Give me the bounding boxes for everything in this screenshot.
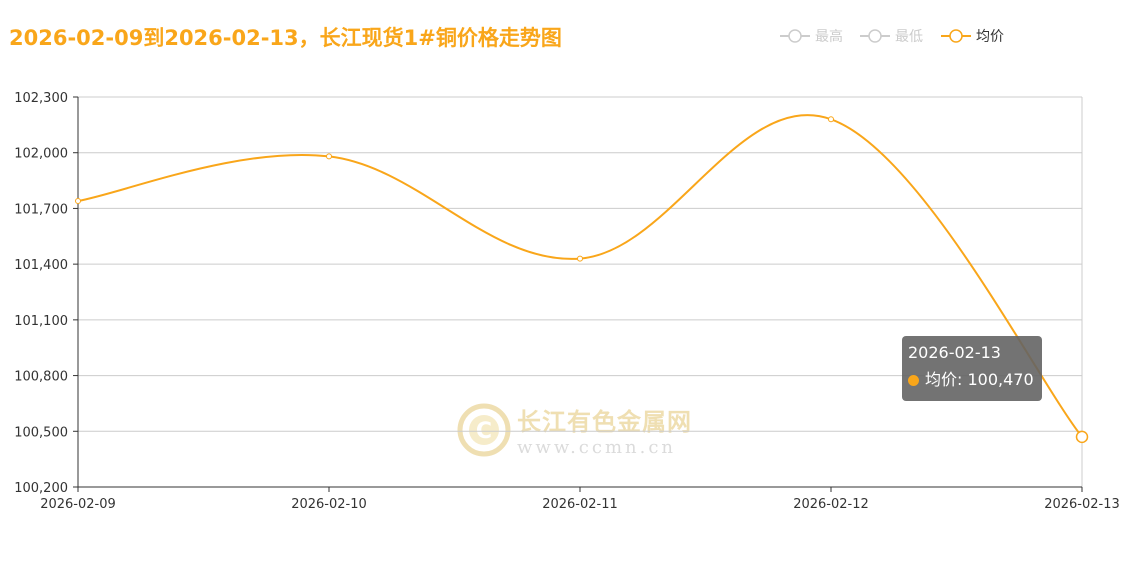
legend-item-low[interactable]: 最低 [860, 26, 923, 46]
watermark-url: www.ccmn.cn [517, 437, 677, 458]
data-point [326, 153, 332, 160]
x-tick-label: 2026-02-11 [542, 497, 618, 512]
y-tick-label: 101,400 [14, 258, 68, 273]
y-tick-label: 101,700 [14, 202, 68, 217]
legend-line-circle-icon [860, 29, 890, 43]
y-tick-label: 102,300 [14, 91, 68, 106]
data-point [1075, 430, 1089, 444]
data-point [75, 198, 81, 204]
legend-label: 最高 [815, 29, 843, 45]
legend-item-avg[interactable]: 均价 [941, 26, 1004, 46]
x-tick-label: 2026-02-12 [793, 497, 869, 512]
y-tick-label: 101,100 [14, 314, 68, 329]
legend-line-circle-icon [780, 29, 810, 43]
x-tick-label: 2026-02-13 [1044, 497, 1120, 512]
data-point [828, 116, 834, 123]
legend-label: 均价 [976, 29, 1004, 45]
y-tick-label: 100,500 [14, 425, 68, 440]
tooltip: 2026-02-13 均价: 100,470 [902, 336, 1042, 401]
y-tick-label: 100,800 [14, 370, 68, 385]
tooltip-date: 2026-02-13 [908, 343, 1001, 362]
legend-label: 最低 [895, 29, 923, 45]
tooltip-value: 均价: 100,470 [925, 370, 1034, 389]
y-tick-label: 100,200 [14, 481, 68, 496]
x-tick-label: 2026-02-09 [40, 497, 116, 512]
legend-line-circle-icon [941, 29, 971, 43]
data-point [577, 255, 583, 262]
series-line-avg [77, 114, 1083, 438]
x-tick-label: 2026-02-10 [291, 497, 367, 512]
y-tick-label: 102,000 [14, 147, 68, 162]
chart-title: 2026-02-09到2026-02-13，长江现货1#铜价格走势图 [9, 26, 562, 50]
legend-item-high[interactable]: 最高 [780, 26, 843, 46]
series-dot-icon [908, 375, 919, 386]
